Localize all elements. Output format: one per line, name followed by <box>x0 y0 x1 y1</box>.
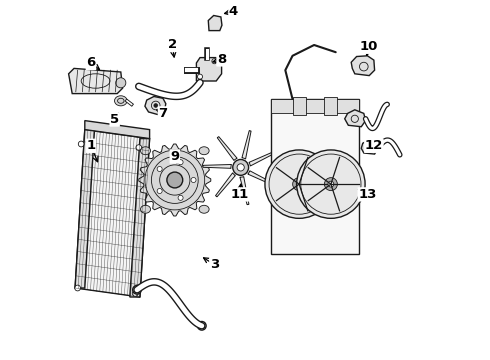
Text: 12: 12 <box>365 139 383 152</box>
Circle shape <box>78 141 84 147</box>
Text: 7: 7 <box>158 107 168 120</box>
Text: 8: 8 <box>217 53 226 66</box>
Bar <box>271 99 359 254</box>
Circle shape <box>233 159 248 175</box>
Text: 10: 10 <box>360 40 378 53</box>
Circle shape <box>74 285 80 291</box>
Circle shape <box>265 150 333 218</box>
Polygon shape <box>345 110 366 127</box>
Polygon shape <box>85 121 149 139</box>
Circle shape <box>157 189 162 194</box>
Text: 9: 9 <box>170 150 179 163</box>
Polygon shape <box>75 130 149 297</box>
Circle shape <box>212 59 217 64</box>
Ellipse shape <box>115 96 127 106</box>
Polygon shape <box>75 130 95 288</box>
Polygon shape <box>130 139 149 297</box>
Polygon shape <box>69 68 122 94</box>
Polygon shape <box>240 177 249 204</box>
Polygon shape <box>242 131 251 159</box>
Circle shape <box>167 172 183 188</box>
Text: 6: 6 <box>86 57 96 69</box>
Circle shape <box>328 181 334 187</box>
Circle shape <box>296 181 302 187</box>
Ellipse shape <box>199 205 209 213</box>
Bar <box>271 99 359 113</box>
Circle shape <box>197 74 202 79</box>
Text: 3: 3 <box>210 258 219 271</box>
Circle shape <box>237 164 245 171</box>
Circle shape <box>178 195 183 200</box>
Text: 4: 4 <box>229 5 238 18</box>
Ellipse shape <box>141 147 150 155</box>
Text: 1: 1 <box>86 139 96 152</box>
Polygon shape <box>351 56 374 76</box>
Polygon shape <box>216 173 235 197</box>
Circle shape <box>324 178 338 191</box>
Text: 11: 11 <box>230 188 249 201</box>
Polygon shape <box>196 58 221 81</box>
Polygon shape <box>217 136 237 161</box>
Polygon shape <box>248 171 275 186</box>
Circle shape <box>297 150 365 218</box>
Polygon shape <box>208 15 222 31</box>
Text: 2: 2 <box>168 39 177 51</box>
Circle shape <box>197 321 206 330</box>
Ellipse shape <box>141 205 150 213</box>
Polygon shape <box>203 165 231 168</box>
Circle shape <box>157 166 162 171</box>
Text: 5: 5 <box>110 113 119 126</box>
Circle shape <box>133 285 141 294</box>
Bar <box>324 97 338 115</box>
Polygon shape <box>139 144 211 216</box>
Bar <box>293 97 306 115</box>
Circle shape <box>116 78 126 88</box>
Polygon shape <box>249 151 275 166</box>
Polygon shape <box>361 140 378 154</box>
Circle shape <box>293 178 306 191</box>
Circle shape <box>132 291 138 296</box>
Polygon shape <box>145 96 166 114</box>
Circle shape <box>191 177 196 183</box>
Ellipse shape <box>199 147 209 155</box>
Circle shape <box>154 104 157 107</box>
Text: 13: 13 <box>358 188 377 201</box>
Circle shape <box>136 145 142 150</box>
Circle shape <box>145 150 205 210</box>
Circle shape <box>178 160 183 165</box>
